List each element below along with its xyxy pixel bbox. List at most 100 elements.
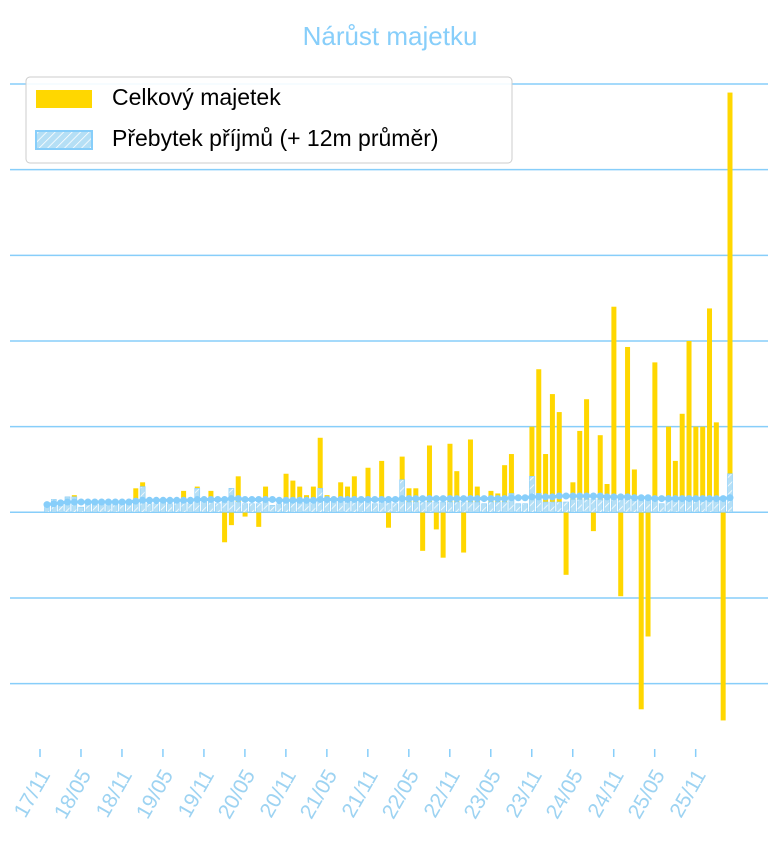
surplus-bar [419, 501, 426, 513]
bar [666, 426, 672, 513]
average-point [617, 493, 625, 501]
surplus-bar [460, 501, 467, 513]
average-point [200, 495, 208, 503]
bar [283, 473, 289, 513]
average-point [726, 494, 734, 502]
surplus-bar [597, 499, 604, 513]
average-point [57, 499, 65, 507]
average-point [712, 495, 720, 503]
x-tick-label: 18/05 [50, 766, 96, 823]
average-point [289, 496, 297, 504]
average-point [350, 495, 358, 503]
bar [584, 399, 590, 513]
average-point [514, 494, 522, 502]
bar [379, 460, 385, 513]
bar [256, 512, 262, 527]
surplus-bar [365, 501, 371, 513]
bar [700, 426, 706, 513]
bar [420, 512, 426, 551]
average-point [603, 493, 611, 501]
surplus-bar [214, 503, 221, 513]
surplus-bar [406, 501, 412, 513]
bar [672, 460, 678, 513]
bar [467, 439, 473, 513]
bar [290, 480, 296, 513]
surplus-bar [337, 501, 344, 513]
legend-label: Přebytek příjmů (+ 12m průměr) [112, 125, 439, 151]
average-point [111, 498, 119, 506]
average-point [391, 495, 399, 503]
bar [597, 435, 603, 513]
average-point [282, 496, 290, 504]
average-point [453, 495, 461, 503]
bar [645, 512, 651, 637]
surplus-bar [372, 503, 378, 513]
average-point [193, 495, 201, 503]
bar [618, 512, 624, 597]
legend-swatch [35, 130, 93, 150]
bar [720, 512, 726, 721]
average-point [104, 498, 112, 506]
average-point [432, 495, 440, 503]
bar [529, 426, 535, 513]
average-point [665, 495, 673, 503]
average-point [562, 492, 570, 500]
bar [556, 412, 562, 513]
x-tick-label: 19/05 [132, 766, 178, 823]
average-point [589, 492, 597, 500]
bar [638, 512, 644, 710]
surplus-bar [556, 501, 563, 513]
average-point [309, 496, 317, 504]
surplus-bar [351, 501, 358, 513]
average-point [152, 496, 160, 504]
average-point [542, 493, 550, 501]
x-tick-label: 20/11 [256, 766, 301, 822]
bar [365, 467, 371, 513]
average-point [98, 498, 106, 506]
average-point [494, 495, 502, 503]
surplus-bar [269, 505, 276, 513]
chart-title: Nárůst majetku [303, 21, 478, 51]
x-tick-label: 21/11 [338, 766, 383, 822]
surplus-bar [542, 501, 549, 513]
bar [502, 465, 508, 513]
bar [625, 346, 631, 513]
surplus-bar [467, 501, 474, 513]
bar [426, 445, 432, 513]
average-point [644, 494, 652, 502]
average-point [357, 495, 365, 503]
bar [228, 512, 234, 526]
bar [536, 369, 542, 513]
average-point [323, 495, 331, 503]
surplus-bar [242, 503, 248, 513]
average-point [173, 496, 181, 504]
surplus-bar [611, 499, 617, 513]
average-point [63, 498, 71, 506]
bar [577, 430, 583, 513]
surplus-bar [508, 493, 515, 513]
legend-swatch [36, 90, 92, 108]
average-point [425, 495, 433, 503]
surplus-bar [631, 499, 638, 513]
bar [433, 512, 439, 530]
surplus-bar [501, 501, 508, 513]
average-point [596, 492, 604, 500]
surplus-bar [385, 501, 392, 513]
bar [631, 469, 637, 513]
surplus-bar [604, 499, 610, 513]
x-tick-label: 19/11 [174, 766, 219, 822]
surplus-bar [590, 499, 597, 513]
bar [563, 512, 569, 575]
surplus-bar [187, 503, 194, 513]
average-point [337, 495, 345, 503]
average-point [303, 496, 311, 504]
surplus-bar [563, 501, 569, 513]
bar [590, 512, 596, 532]
surplus-bar [221, 501, 228, 513]
surplus-bar [262, 501, 269, 513]
surplus-bar [474, 501, 481, 513]
x-tick-label: 25/11 [665, 766, 710, 822]
average-point [535, 493, 543, 501]
average-point [548, 493, 556, 501]
surplus-bar [645, 499, 651, 513]
